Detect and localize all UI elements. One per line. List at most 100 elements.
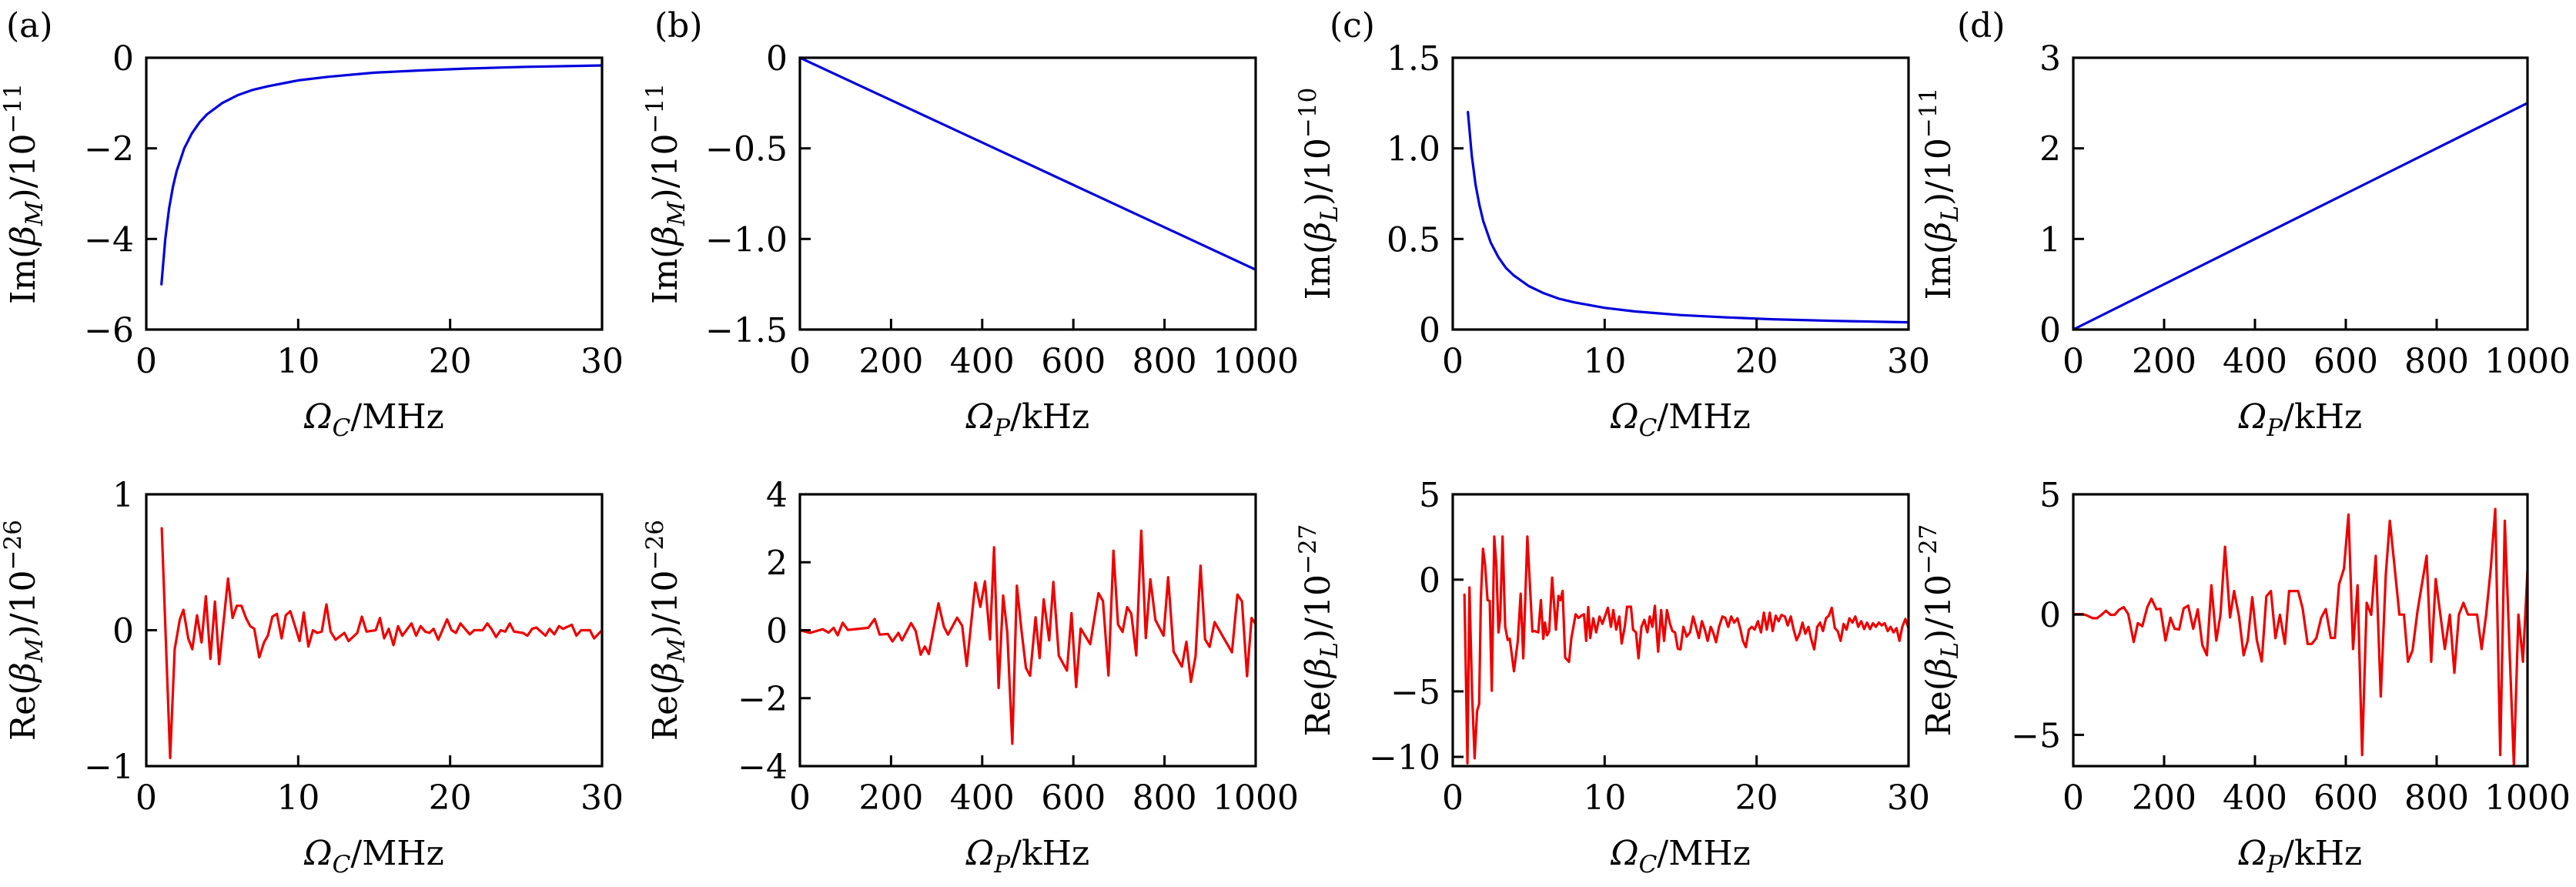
y-tick-label: 5 (1419, 476, 1440, 515)
x-tick-label: 0 (789, 778, 811, 818)
x-axis-subscript: C (1639, 851, 1658, 879)
x-tick-label: 0 (2062, 342, 2084, 381)
x-tick-label: 400 (2223, 342, 2287, 381)
x-tick-label: 400 (2223, 778, 2287, 818)
panel-b-top: (b) 0 200 400 600 800 1000 0 −0.5 −1.0 −1.5 ΩP/kHz I… (641, 6, 1299, 442)
series-line (2073, 102, 2527, 331)
y-tick-label: −4 (84, 220, 134, 259)
y-axis-symbol: β (1299, 222, 1338, 243)
y-tick-label: 1.5 (1387, 39, 1440, 79)
y-axis-post: )/10 (4, 570, 43, 638)
series-line (1463, 535, 1909, 765)
x-axis-label: ΩC/MHz (1610, 397, 1751, 442)
x-axis-label: ΩC/MHz (303, 397, 444, 442)
y-axis-symbol: β (1919, 222, 1959, 243)
x-tick-label: 20 (1735, 778, 1778, 818)
x-axis-label: ΩC/MHz (303, 834, 444, 879)
axes-frame (1451, 56, 1910, 331)
y-axis-sup: −11 (0, 83, 27, 133)
x-tick-label: 200 (858, 342, 923, 381)
series-line (800, 56, 1256, 271)
y-tick-label: −2 (84, 130, 134, 169)
y-tick-label: 0 (112, 612, 134, 651)
y-axis-sup: −10 (1294, 88, 1322, 138)
y-axis-label: Im(βM)/10−11 (0, 83, 49, 304)
x-tick-label: 10 (1583, 778, 1626, 818)
x-axis-label: ΩP/kHz (2238, 834, 2362, 879)
panel-label: (b) (654, 6, 703, 45)
y-axis-sub: M (21, 200, 49, 226)
x-tick-label: 0 (2062, 778, 2084, 818)
y-axis-post: )/10 (1919, 574, 1959, 642)
series-line (160, 527, 602, 760)
x-tick-label: 30 (580, 778, 624, 818)
x-tick-label: 800 (1132, 778, 1197, 818)
x-axis-subscript: P (993, 414, 1011, 442)
x-axis-label: ΩP/kHz (2238, 397, 2362, 442)
y-tick-label: −4 (738, 748, 788, 787)
x-tick-label: 30 (1887, 778, 1930, 818)
x-axis-symbol: Ω (303, 834, 332, 873)
x-tick-label: 20 (1735, 342, 1778, 381)
x-tick-label: 0 (135, 342, 157, 381)
x-tick-label: 600 (2313, 342, 2378, 381)
x-axis-unit: /MHz (1657, 397, 1750, 437)
x-axis-symbol: Ω (1610, 834, 1638, 873)
y-axis-label: Re(βL)/10−27 (1294, 524, 1343, 737)
y-axis-sub: L (1316, 206, 1343, 223)
x-axis-label: ΩP/kHz (965, 834, 1089, 879)
x-axis-subscript: P (993, 851, 1011, 879)
y-tick-label: −5 (2011, 716, 2061, 755)
x-tick-label: 200 (858, 778, 923, 818)
x-axis-subscript: C (333, 851, 351, 879)
y-tick-label: −2 (738, 680, 788, 719)
y-axis-symbol: β (4, 226, 43, 246)
x-tick-label: 0 (789, 342, 811, 381)
x-axis-subscript: C (333, 414, 351, 442)
x-axis-unit: /MHz (350, 834, 443, 873)
y-axis-pre: Re( (4, 682, 43, 741)
x-tick-label: 800 (1132, 342, 1197, 381)
y-tick-label: 0 (766, 612, 788, 651)
y-tick-label: −1 (84, 748, 134, 787)
y-axis-pre: Im( (1919, 241, 1959, 300)
x-tick-label: 10 (276, 778, 319, 818)
panel-d-top: (d) 0 200 400 600 800 1000 3 2 1 0 ΩP/kHz Im(βL)/10−… (1915, 6, 2571, 442)
y-tick-label: −1.5 (705, 311, 788, 350)
panel-label: (d) (1957, 6, 2006, 45)
x-axis-unit: /kHz (1010, 834, 1089, 873)
x-axis-label: ΩC/MHz (1610, 834, 1751, 879)
y-axis-sub: L (1316, 642, 1343, 659)
y-axis-sub: M (21, 637, 49, 663)
y-tick-label: −6 (84, 311, 134, 350)
x-tick-label: 200 (2132, 778, 2196, 818)
y-tick-label: −0.5 (705, 130, 788, 169)
y-axis-sup: −26 (0, 520, 27, 570)
x-tick-label: 1000 (2484, 342, 2571, 381)
x-tick-label: 200 (2132, 342, 2196, 381)
y-axis-sub: M (663, 200, 691, 226)
y-axis-symbol: β (646, 662, 685, 683)
y-axis-symbol: β (4, 662, 43, 683)
x-tick-label: 800 (2404, 342, 2469, 381)
y-axis-symbol: β (1919, 658, 1959, 679)
axes-frame (798, 493, 1257, 768)
series-line (800, 529, 1256, 745)
y-axis-sup: −27 (1294, 524, 1322, 574)
y-axis-post: )/10 (646, 133, 685, 201)
y-axis-symbol: β (1299, 658, 1338, 679)
x-tick-label: 10 (1583, 342, 1626, 381)
panel-label: (c) (1330, 6, 1375, 45)
x-axis-symbol: Ω (2238, 834, 2267, 873)
y-axis-label: Re(βM)/10−26 (641, 520, 691, 741)
axes-frame (2072, 493, 2529, 768)
x-tick-label: 1000 (1213, 778, 1299, 818)
y-axis-pre: Re( (1919, 678, 1959, 736)
x-tick-label: 600 (1041, 342, 1106, 381)
y-tick-label: 0.5 (1387, 220, 1440, 259)
y-axis-post: )/10 (4, 133, 43, 201)
x-axis-symbol: Ω (965, 834, 994, 873)
x-tick-label: 30 (580, 342, 624, 381)
y-tick-label: 1 (112, 476, 134, 515)
